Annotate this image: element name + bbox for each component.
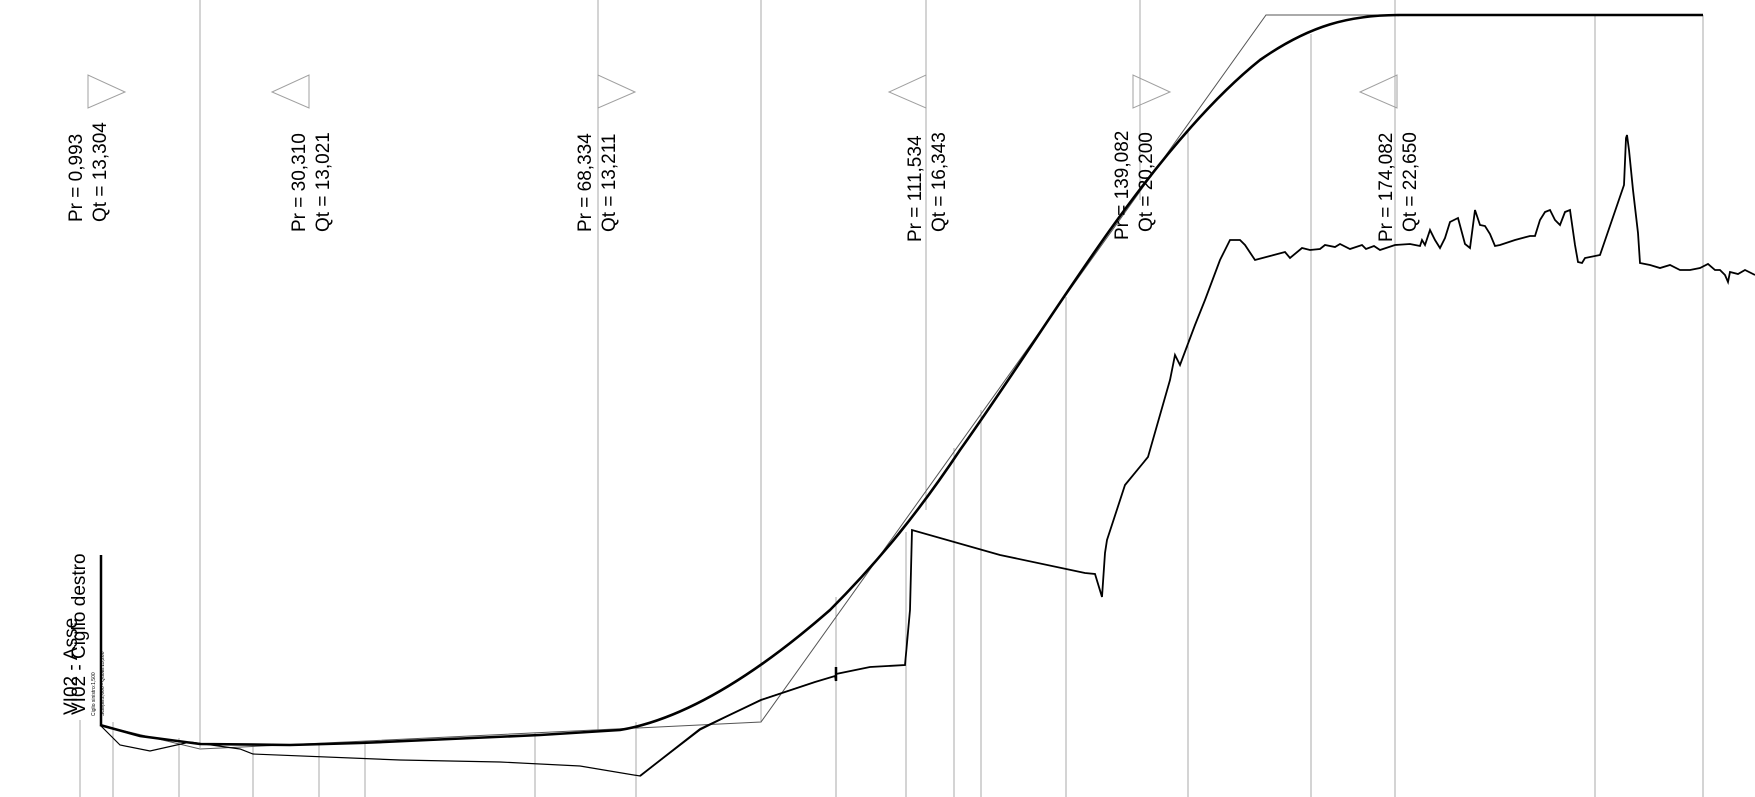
design-grade-line <box>99 13 1703 747</box>
vertex-6-pr: Pr = 174,082 <box>1376 133 1397 242</box>
profile-title: VI02 - Asse <box>61 618 82 715</box>
vertex-1-qt: Qt = 13,304 <box>90 122 111 222</box>
small-caption-1: Ciglio sinistro:1,500 <box>91 672 97 716</box>
small-caption-2: Scarpa:2,000 - Quota:13,260 <box>100 651 106 716</box>
vertex-markers <box>87 74 1398 109</box>
profile-titles: VI02 - Asse VI02 - Ciglio destro Ciglio … <box>61 553 106 716</box>
vertex-labels: Pr = 0,993 Qt = 13,304 Pr = 30,310 Qt = … <box>66 122 1421 242</box>
ground-line-lower <box>99 681 816 777</box>
vertex-marker-4 <box>887 74 927 109</box>
vertex-3-pr: Pr = 68,334 <box>575 133 596 232</box>
vertex-marker-5 <box>1132 74 1172 109</box>
vertex-2-qt: Qt = 13,021 <box>313 132 334 232</box>
tangent-polygon <box>99 14 1703 750</box>
vertex-5-qt: Qt = 20,200 <box>1136 132 1157 232</box>
vertex-marker-3 <box>597 74 637 109</box>
vertex-1-pr: Pr = 0,993 <box>66 134 87 222</box>
ground-line <box>639 134 1755 777</box>
vertex-2-pr: Pr = 30,310 <box>289 133 310 232</box>
vertex-4-qt: Qt = 16,343 <box>929 132 950 232</box>
profile-subtitle: VI02 - Ciglio destro <box>69 553 90 715</box>
vertex-marker-1 <box>87 74 127 109</box>
vertex-3-qt: Qt = 13,211 <box>599 134 620 232</box>
vertex-5-pr: Pr = 139,082 <box>1112 131 1133 240</box>
vertex-marker-2 <box>270 74 310 109</box>
vertex-marker-6 <box>1358 74 1398 109</box>
vertex-6-qt: Qt = 22,650 <box>1400 132 1421 232</box>
station-lines <box>79 0 1704 797</box>
vertex-4-pr: Pr = 111,534 <box>905 135 926 242</box>
